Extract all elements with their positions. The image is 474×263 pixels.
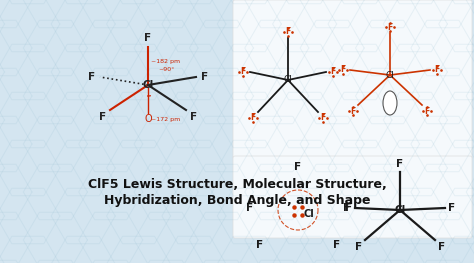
Text: F: F xyxy=(396,159,403,169)
Text: F: F xyxy=(345,203,352,213)
Text: F: F xyxy=(340,65,346,74)
Text: F: F xyxy=(355,242,362,252)
Text: Cl: Cl xyxy=(142,80,154,90)
Text: O: O xyxy=(144,114,152,124)
Text: F: F xyxy=(240,68,246,77)
Text: F: F xyxy=(333,240,340,250)
Text: ~182 pm: ~182 pm xyxy=(151,59,180,64)
Text: F: F xyxy=(387,23,392,32)
Text: F: F xyxy=(320,114,326,123)
Text: F: F xyxy=(434,65,439,74)
Text: Hybridization, Bond Angle, and Shape: Hybridization, Bond Angle, and Shape xyxy=(104,194,370,207)
Text: F: F xyxy=(438,242,445,252)
Text: ClF5 Lewis Structure, Molecular Structure,: ClF5 Lewis Structure, Molecular Structur… xyxy=(88,178,386,191)
Text: F: F xyxy=(250,114,255,123)
Text: Cl: Cl xyxy=(394,205,406,215)
Text: F: F xyxy=(448,203,455,213)
Text: F: F xyxy=(424,107,429,115)
Text: Cl: Cl xyxy=(385,70,394,79)
Text: F: F xyxy=(343,203,350,213)
Text: F: F xyxy=(145,33,152,43)
FancyBboxPatch shape xyxy=(233,0,472,159)
Text: F: F xyxy=(350,107,356,115)
Text: F: F xyxy=(88,72,95,82)
Text: ~172 pm: ~172 pm xyxy=(151,117,180,122)
Text: F: F xyxy=(285,28,291,37)
Text: F: F xyxy=(201,72,208,82)
Ellipse shape xyxy=(383,91,397,115)
FancyBboxPatch shape xyxy=(233,156,472,238)
Text: F: F xyxy=(294,162,301,172)
Text: F: F xyxy=(256,240,263,250)
Text: Cl: Cl xyxy=(283,75,292,84)
Text: F: F xyxy=(190,112,197,122)
Text: Cl: Cl xyxy=(304,209,315,219)
Text: F: F xyxy=(99,112,106,122)
Text: F: F xyxy=(246,203,253,213)
Text: ~90°: ~90° xyxy=(158,67,174,72)
Text: F: F xyxy=(330,68,336,77)
